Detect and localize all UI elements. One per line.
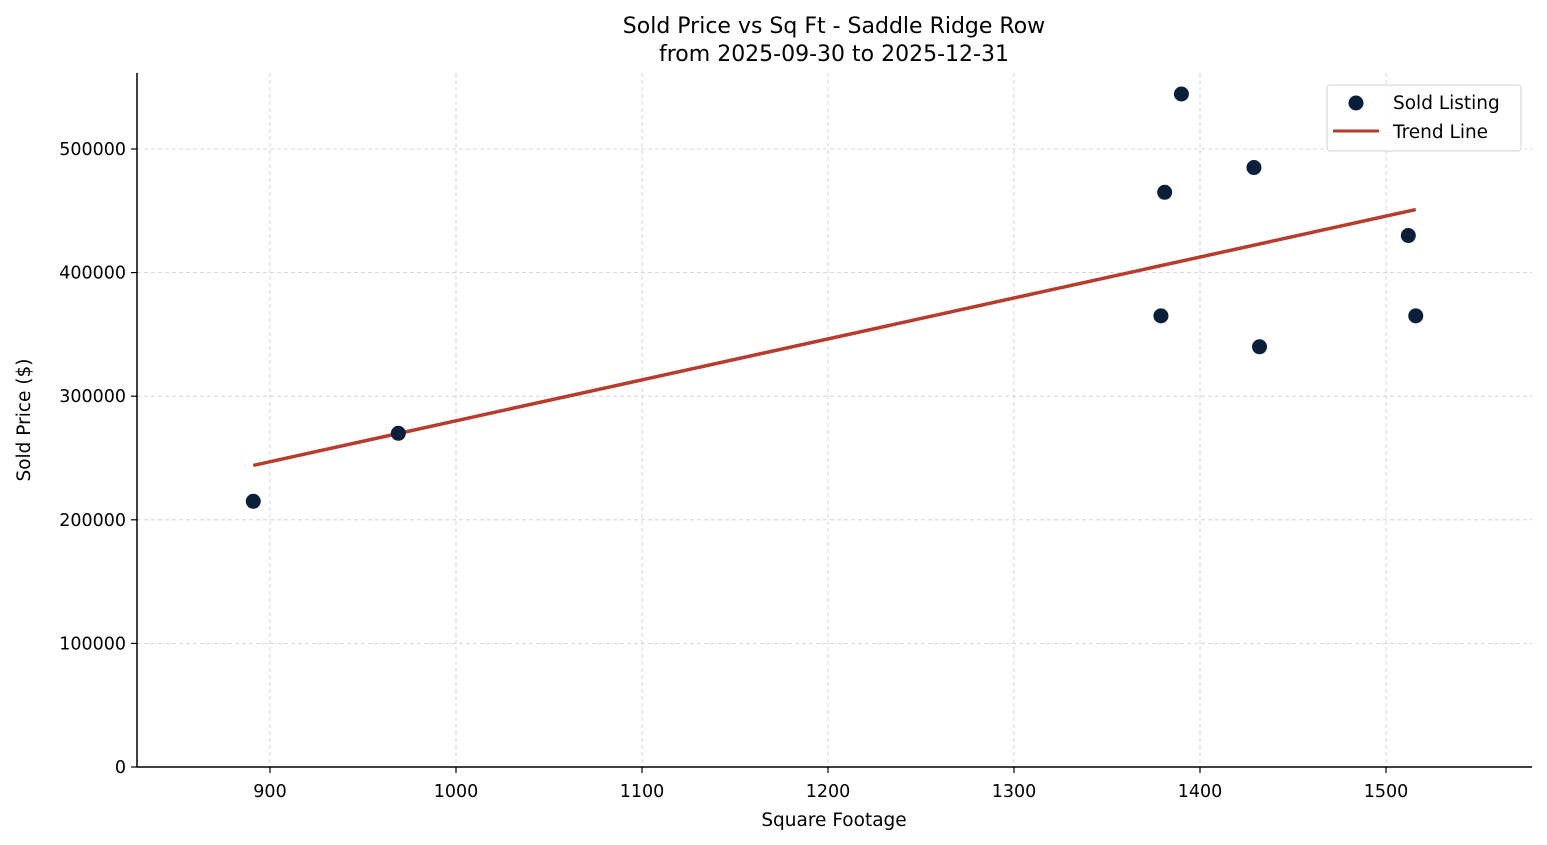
x-axis-ticks: 900 1000 1100 1200 1300 1400 1500 xyxy=(253,767,1408,802)
data-point xyxy=(390,425,406,441)
y-tick-label: 0 xyxy=(115,758,126,778)
data-point xyxy=(1408,308,1424,324)
y-tick-label: 300000 xyxy=(59,387,126,407)
y-axis-label: Sold Price ($) xyxy=(14,358,35,481)
x-axis-label: Square Footage xyxy=(761,810,906,831)
x-tick-label: 1200 xyxy=(806,782,851,802)
x-tick-label: 1300 xyxy=(992,782,1037,802)
data-points xyxy=(245,86,1424,509)
chart-title: Sold Price vs Sq Ft - Saddle Ridge Row xyxy=(623,14,1045,39)
data-point xyxy=(1246,160,1262,176)
legend-frame xyxy=(1326,84,1522,152)
y-axis-ticks: 0 100000 200000 300000 400000 500000 xyxy=(59,140,137,778)
data-point xyxy=(1153,308,1169,324)
x-tick-label: 1400 xyxy=(1178,782,1223,802)
x-tick-label: 1500 xyxy=(1364,782,1409,802)
chart-subtitle: from 2025-09-30 to 2025-12-31 xyxy=(659,42,1009,67)
data-point xyxy=(1252,339,1268,355)
data-point xyxy=(245,493,261,509)
data-point xyxy=(1400,228,1416,244)
trend-line-segment xyxy=(252,207,1417,468)
data-point xyxy=(1173,86,1189,102)
trend-line xyxy=(252,207,1417,468)
grid-lines xyxy=(137,73,1532,767)
x-tick-label: 1100 xyxy=(620,782,665,802)
x-tick-label: 1000 xyxy=(434,782,479,802)
y-tick-label: 500000 xyxy=(59,140,126,160)
legend-label-sold-listing: Sold Listing xyxy=(1393,93,1500,114)
x-tick-label: 900 xyxy=(253,782,286,802)
legend-marker-dot-icon xyxy=(1348,95,1364,111)
y-tick-label: 400000 xyxy=(59,264,126,284)
legend: Sold Listing Trend Line xyxy=(1326,84,1522,152)
data-point xyxy=(1157,184,1173,200)
y-tick-label: 200000 xyxy=(59,511,126,531)
legend-label-trend-line: Trend Line xyxy=(1392,122,1488,143)
y-tick-label: 100000 xyxy=(59,634,126,654)
